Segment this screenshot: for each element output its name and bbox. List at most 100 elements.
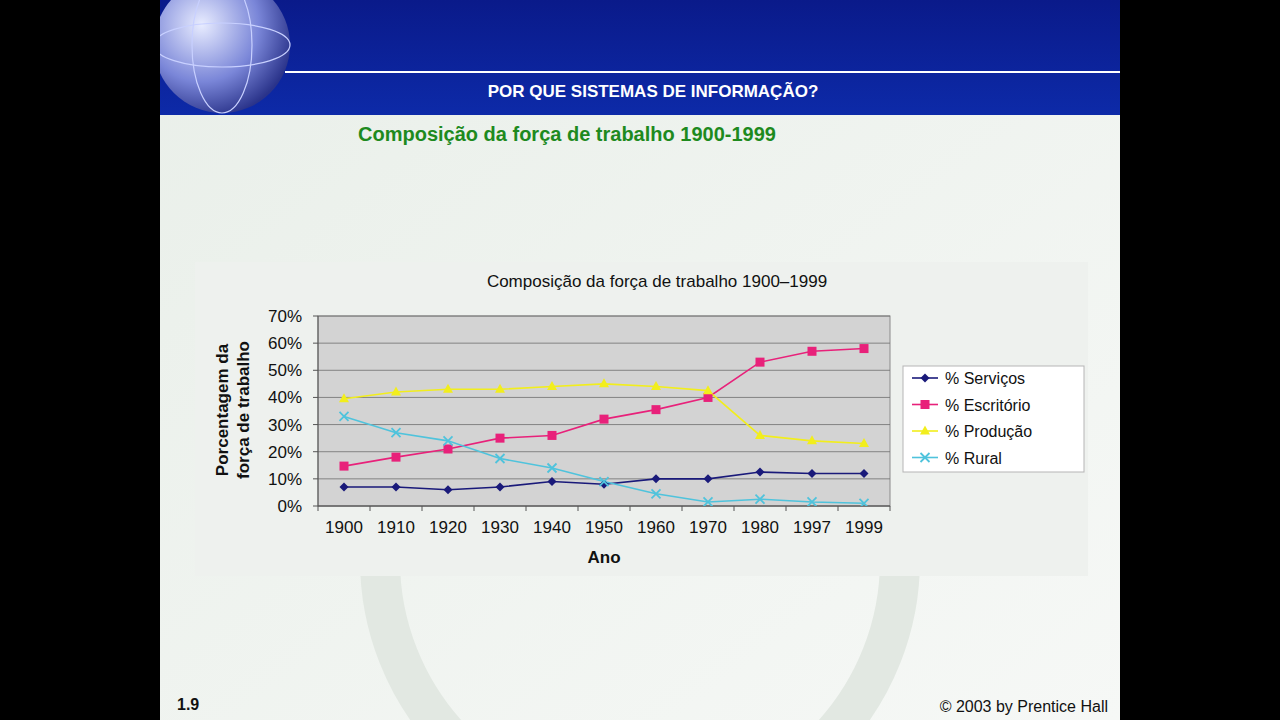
y-tick-label: 30%	[268, 416, 302, 435]
globe-line	[160, 23, 290, 67]
point	[391, 387, 401, 396]
y-tick	[313, 424, 318, 425]
point	[807, 435, 817, 444]
x-tick-label: 1940	[533, 518, 571, 537]
y-tick-label: 0%	[277, 497, 302, 516]
point	[704, 474, 713, 483]
point	[651, 381, 661, 390]
legend-label: % Rural	[945, 450, 1002, 467]
plot-area	[318, 316, 890, 506]
y-tick-label: 50%	[268, 361, 302, 380]
point	[392, 453, 401, 462]
point	[859, 438, 869, 447]
point	[496, 483, 505, 492]
x-tick	[786, 506, 787, 511]
point	[392, 483, 401, 492]
chart-panel	[195, 262, 1088, 576]
point	[921, 400, 930, 409]
point	[548, 431, 557, 440]
globe-circle	[160, 0, 290, 113]
y-tick	[313, 343, 318, 344]
point	[808, 497, 817, 506]
point	[860, 499, 869, 506]
point	[600, 477, 609, 486]
grid-line	[318, 343, 890, 344]
point	[703, 385, 713, 394]
point	[496, 454, 505, 463]
point	[756, 468, 765, 477]
legend: % Serviços% Escritório% Produção% Rural	[903, 366, 1084, 472]
point	[755, 430, 765, 439]
data-layer	[339, 344, 869, 506]
y-tick	[313, 316, 318, 317]
grid-line	[318, 478, 890, 479]
point	[599, 378, 609, 387]
page: POR QUE SISTEMAS DE INFORMAÇÃO?Composiçã…	[0, 0, 1280, 720]
y-axis-title-line: força de trabalho	[234, 341, 253, 479]
x-tick	[682, 506, 683, 511]
point	[921, 374, 930, 383]
slide-footer: © 2003 by Prentice Hall	[940, 698, 1108, 715]
point	[340, 462, 349, 471]
x-tick-label: 1910	[377, 518, 415, 537]
x-tick-label: 1930	[481, 518, 519, 537]
y-tick-label: 40%	[268, 388, 302, 407]
point	[652, 489, 661, 498]
point	[340, 412, 349, 421]
series-line	[344, 349, 864, 467]
x-tick	[370, 506, 371, 511]
point	[444, 436, 453, 445]
y-tick-label: 70%	[268, 307, 302, 326]
point	[548, 477, 557, 486]
y-tick	[313, 370, 318, 371]
point	[808, 469, 817, 478]
point	[704, 393, 713, 402]
x-tick	[578, 506, 579, 511]
x-tick-label: 1950	[585, 518, 623, 537]
point	[652, 405, 661, 414]
point	[920, 426, 930, 435]
point	[808, 347, 817, 356]
x-tick	[318, 506, 319, 511]
grid-line	[318, 424, 890, 425]
point	[547, 381, 557, 390]
point	[548, 464, 557, 473]
point	[860, 469, 869, 478]
grid-line	[318, 451, 890, 452]
legend-label: % Produção	[945, 423, 1032, 440]
globe-line	[192, 0, 252, 113]
grid-line	[318, 316, 890, 317]
series-line	[344, 384, 864, 444]
x-tick	[734, 506, 735, 511]
header-rule	[285, 71, 1120, 73]
point	[756, 358, 765, 367]
slide-header: POR QUE SISTEMAS DE INFORMAÇÃO?	[488, 81, 819, 101]
point	[495, 384, 505, 393]
header-band	[160, 0, 1120, 115]
y-axis-title-line: Porcentagem da	[213, 343, 232, 476]
point	[756, 495, 765, 504]
x-tick	[838, 506, 839, 511]
y-axis-title: Porcentagem daforça de trabalho	[213, 341, 253, 479]
grid-line	[318, 506, 890, 507]
point	[600, 415, 609, 424]
y-tick	[313, 451, 318, 452]
x-tick	[630, 506, 631, 511]
x-tick	[474, 506, 475, 511]
y-axis	[318, 316, 319, 506]
point	[921, 453, 930, 462]
y-tick-label: 20%	[268, 443, 302, 462]
x-tick-label: 1980	[741, 518, 779, 537]
point	[496, 434, 505, 443]
point	[860, 344, 869, 353]
slide-number: 1.9	[177, 696, 199, 713]
y-tick	[313, 478, 318, 479]
point	[443, 384, 453, 393]
y-tick	[313, 506, 318, 507]
y-tick-label: 10%	[268, 470, 302, 489]
slide-bg	[160, 0, 1120, 720]
x-tick-label: 1900	[325, 518, 363, 537]
point	[340, 483, 349, 492]
point	[704, 497, 713, 506]
y-tick-label: 60%	[268, 334, 302, 353]
